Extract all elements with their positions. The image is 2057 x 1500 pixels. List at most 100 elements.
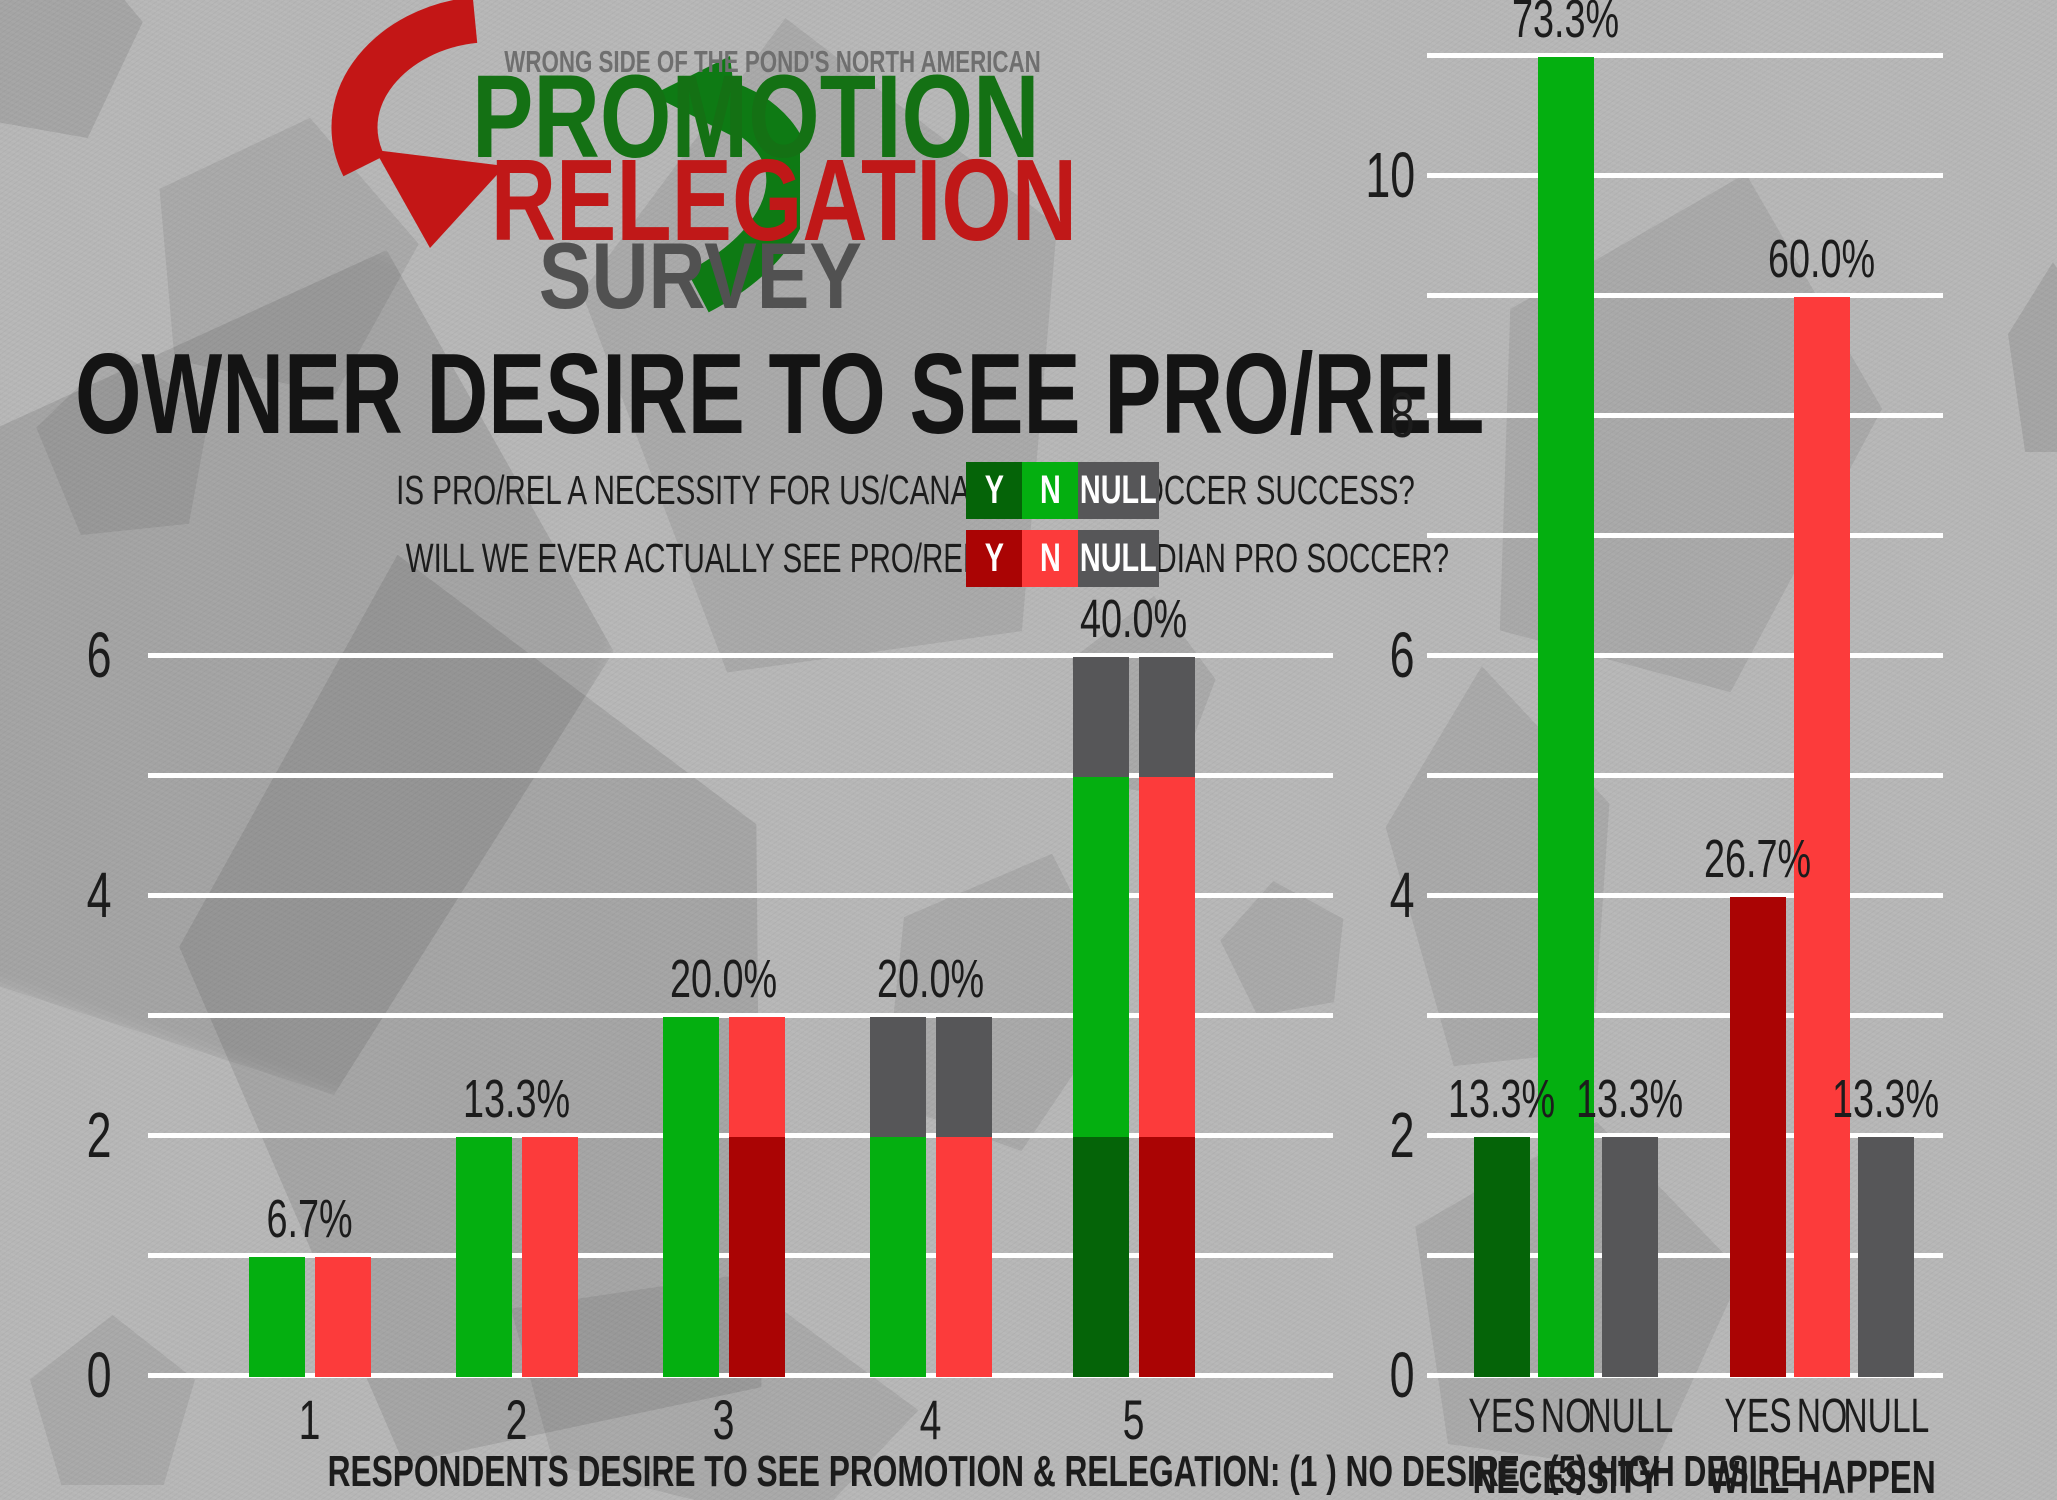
bar-segment-will_happen-N bbox=[936, 1137, 992, 1377]
gridline-y4 bbox=[148, 893, 1333, 898]
legend-swatch-label: Y bbox=[984, 468, 1004, 512]
group-label-necessity-text: NECESSITY bbox=[1472, 1451, 1660, 1500]
x-tick-label-null: NULL bbox=[1786, 1391, 1986, 1443]
logo-tagline: WRONG SIDE OF THE POND'S NORTH AMERICAN bbox=[504, 44, 1041, 79]
x-tick-label-4: 4 bbox=[831, 1391, 1031, 1449]
logo-cycle-arrows-icon bbox=[331, 0, 800, 313]
percent-label: 26.7% bbox=[1608, 831, 1908, 887]
logo-promotion: PROMOTION bbox=[472, 51, 1040, 183]
bar-segment-necessity-NULL bbox=[870, 1017, 926, 1137]
bar-segment-will_happen-NULL bbox=[936, 1017, 992, 1137]
percent-label: 6.7% bbox=[160, 1191, 460, 1247]
legend-swatch-label: N bbox=[1039, 468, 1061, 512]
bar-segment-will_happen-N bbox=[729, 1017, 785, 1137]
legend-swatch-n: N bbox=[1022, 530, 1078, 587]
y-axis-label-0: 0 bbox=[1215, 1339, 1415, 1411]
bar-segment-necessity-N bbox=[1073, 777, 1129, 1137]
bar-segment-will_happen-Y bbox=[1139, 1137, 1195, 1377]
gridline-y0 bbox=[1427, 1373, 1943, 1378]
x-tick-label-yes-text: YES bbox=[1468, 1390, 1536, 1443]
percent-label: 20.0% bbox=[781, 951, 1081, 1007]
y-axis-label-6-text: 6 bbox=[87, 619, 112, 691]
y-axis-label-6: 6 bbox=[0, 619, 112, 691]
bar-segment-necessity-NULL bbox=[1073, 657, 1129, 777]
percent-label: 60.0% bbox=[1672, 231, 1972, 287]
legend-swatch-null: NULL bbox=[1078, 462, 1159, 519]
y-axis-label-2: 2 bbox=[0, 1099, 112, 1171]
gridline-y5 bbox=[1427, 773, 1943, 778]
bar-segment-NECESSITY-Y bbox=[1474, 1137, 1530, 1377]
percent-label-text: 26.7% bbox=[1704, 829, 1812, 889]
percent-label-text: 73.3% bbox=[1512, 0, 1620, 49]
x-tick-label-null-text: NULL bbox=[1587, 1390, 1673, 1443]
legend-swatch-y: Y bbox=[966, 530, 1022, 587]
percent-label-text: 40.0% bbox=[1080, 589, 1188, 649]
bar-segment-will_happen-NULL bbox=[1139, 657, 1195, 777]
x-tick-label-yes-text: YES bbox=[1724, 1390, 1792, 1443]
group-label-will-happen: WILL HAPPEN bbox=[1572, 1452, 2057, 1500]
gridline-y1 bbox=[1427, 1253, 1943, 1258]
x-tick-label-3-text: 3 bbox=[713, 1388, 735, 1451]
percent-label-text: 13.3% bbox=[1832, 1069, 1940, 1129]
x-tick-label-5-text: 5 bbox=[1123, 1388, 1145, 1451]
percent-label: 13.3% bbox=[1352, 1071, 1652, 1127]
relegation-arrow-icon bbox=[331, 0, 479, 177]
percent-label-text: 6.7% bbox=[266, 1189, 354, 1249]
x-tick-label-no-text: NO bbox=[1540, 1390, 1592, 1443]
bar-segment-will_happen-N bbox=[522, 1137, 578, 1377]
x-tick-label-2: 2 bbox=[417, 1391, 617, 1449]
group-label-necessity: NECESSITY bbox=[1316, 1452, 1816, 1500]
gridline-y9 bbox=[1427, 293, 1943, 298]
bar-segment-necessity-N bbox=[249, 1257, 305, 1377]
percent-label-text: 20.0% bbox=[877, 949, 985, 1009]
logo-relegation: RELEGATION bbox=[490, 135, 1078, 265]
pentagon-decoration bbox=[2008, 262, 2057, 452]
gridline-y10 bbox=[1427, 173, 1943, 178]
bar-segment-will_happen-Y bbox=[729, 1137, 785, 1377]
y-axis-label-0-text: 0 bbox=[1390, 1339, 1415, 1411]
gridline-y8 bbox=[1427, 413, 1943, 418]
x-tick-label-null: NULL bbox=[1530, 1391, 1730, 1443]
x-tick-label-no-text: NO bbox=[1796, 1390, 1848, 1443]
y-axis-label-6: 6 bbox=[1215, 619, 1415, 691]
gridline-y11 bbox=[1427, 53, 1943, 58]
legend-swatch-label: NULL bbox=[1080, 468, 1157, 512]
y-axis-label-4-text: 4 bbox=[87, 859, 112, 931]
x-tick-label-no: NO bbox=[1466, 1391, 1666, 1443]
legend-swatch-label: NULL bbox=[1080, 536, 1157, 580]
gridline-y6 bbox=[1427, 653, 1943, 658]
gridline-y6 bbox=[148, 653, 1333, 658]
percent-label-text: 20.0% bbox=[670, 949, 778, 1009]
bar-segment-NECESSITY-NULL bbox=[1602, 1137, 1658, 1377]
bar-segment-WILL HAPPEN-N bbox=[1794, 297, 1850, 1377]
bar-segment-necessity-N bbox=[870, 1137, 926, 1377]
pentagon-decoration bbox=[0, 0, 156, 144]
x-tick-label-1: 1 bbox=[210, 1391, 410, 1449]
bar-segment-WILL HAPPEN-NULL bbox=[1858, 1137, 1914, 1377]
promotion-arrowhead-icon bbox=[652, 56, 740, 140]
x-axis-title-text: RESPONDENTS DESIRE TO SEE PROMOTION & RE… bbox=[327, 1447, 1801, 1496]
legend-swatch-null: NULL bbox=[1078, 530, 1159, 587]
gridline-y3 bbox=[148, 1013, 1333, 1018]
x-tick-label-yes: YES bbox=[1658, 1391, 1858, 1443]
bar-segment-WILL HAPPEN-Y bbox=[1730, 897, 1786, 1377]
x-tick-label-2-text: 2 bbox=[506, 1388, 528, 1451]
y-axis-label-0: 0 bbox=[0, 1339, 112, 1411]
percent-label: 13.3% bbox=[1480, 1071, 1780, 1127]
logo-survey: SURVEY bbox=[538, 223, 862, 328]
y-axis-label-10: 10 bbox=[1215, 139, 1415, 211]
x-tick-label-no: NO bbox=[1722, 1391, 1922, 1443]
x-tick-label-null-text: NULL bbox=[1843, 1390, 1929, 1443]
y-axis-label-4-text: 4 bbox=[1390, 859, 1415, 931]
y-axis-label-8-text: 8 bbox=[1390, 379, 1415, 451]
gridline-y4 bbox=[1427, 893, 1943, 898]
relegation-arrowhead-icon bbox=[375, 150, 505, 248]
x-tick-label-4-text: 4 bbox=[920, 1388, 942, 1451]
gridline-y7 bbox=[1427, 533, 1943, 538]
percent-label: 13.3% bbox=[367, 1071, 667, 1127]
promotion-arrow-icon bbox=[686, 80, 800, 313]
legend-swatches-will-happen: Y N NULL bbox=[966, 530, 1159, 587]
legend-swatch-label: N bbox=[1039, 536, 1061, 580]
x-tick-label-yes: YES bbox=[1402, 1391, 1602, 1443]
